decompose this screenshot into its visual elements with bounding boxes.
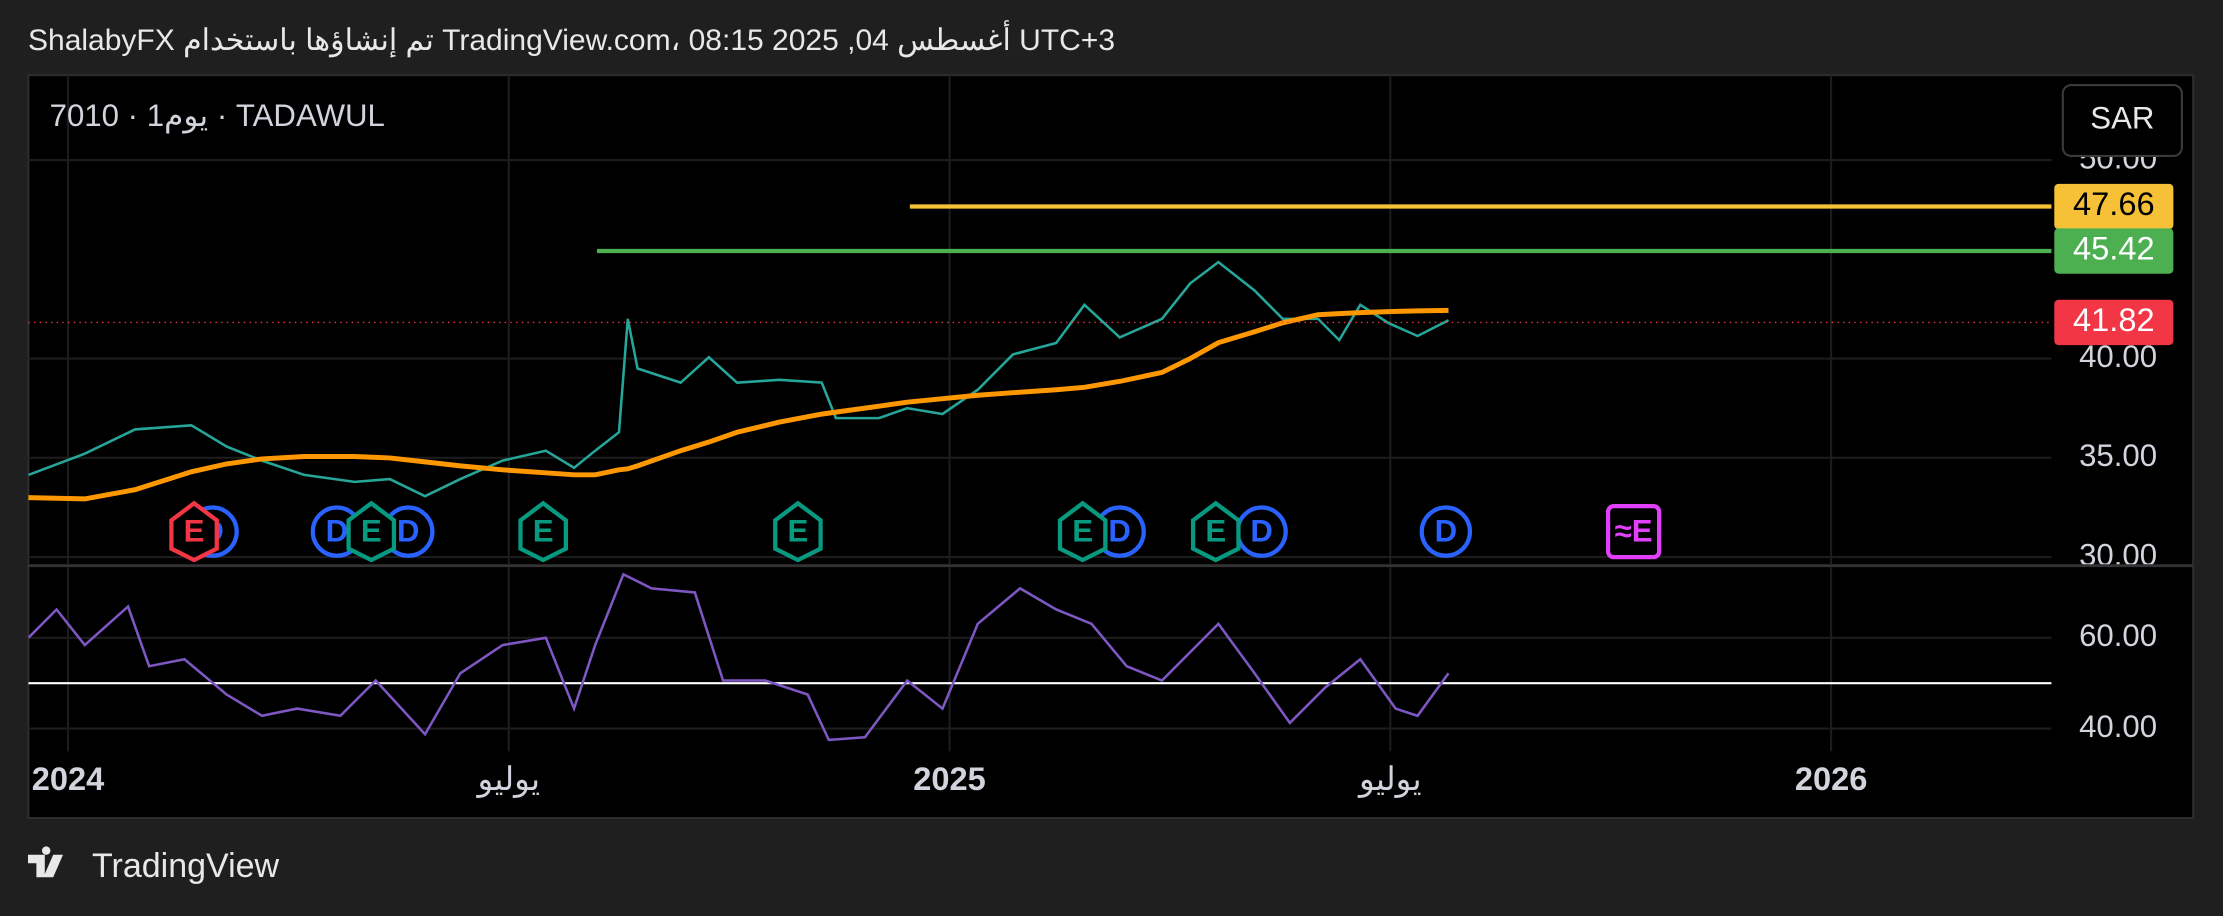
y-tick-label: 35.00: [2079, 438, 2157, 473]
x-tick-label: 2024: [32, 760, 105, 797]
series-line: [28, 307, 1449, 502]
earnings-marker: [773, 500, 823, 563]
earnings-marker: [1057, 500, 1108, 563]
header: ShalabyFX تم إنشاؤها باستخدام TradingVie…: [28, 20, 1115, 58]
x-tick-label: يوليو: [476, 760, 541, 799]
price-label: 47.66: [2073, 185, 2155, 222]
event-label: D: [1250, 513, 1273, 548]
earnings-marker: [518, 500, 568, 563]
x-tick-label: يوليو: [1357, 760, 1422, 799]
y-tick-label: 60.00: [2079, 618, 2157, 653]
event-label: E: [533, 513, 554, 548]
currency-button[interactable]: SAR: [2090, 101, 2154, 136]
y-tick-label: 40.00: [2079, 709, 2157, 744]
price-label: 41.82: [2073, 301, 2155, 338]
event-label: E: [1205, 513, 1226, 548]
price-label: 45.42: [2073, 230, 2155, 267]
footer-brand: TradingView: [92, 847, 280, 885]
pane: 40.00 60.00: [28, 567, 2157, 752]
event-label: D: [397, 513, 420, 548]
future-earnings-marker: [1605, 504, 1662, 560]
event-label: E: [184, 513, 205, 548]
series-line: [28, 260, 1450, 498]
earnings-marker: [1190, 500, 1241, 563]
price-label-box: [2054, 183, 2174, 230]
event-label: E: [361, 513, 382, 548]
price-label-box: [2054, 228, 2174, 274]
x-tick-label: 2026: [1795, 760, 1868, 797]
event-label: D: [326, 513, 349, 548]
earnings-marker: [346, 500, 397, 563]
event-label: E: [1072, 513, 1093, 548]
footer-logo: [28, 846, 63, 878]
event-label: D: [1435, 513, 1458, 548]
dividend-marker: [1419, 505, 1473, 558]
event-label: ≈E: [1615, 513, 1653, 548]
x-tick-label: 2025: [913, 760, 986, 797]
event-label: E: [788, 513, 809, 548]
event-label: D: [1108, 513, 1131, 548]
chart-area: 30.0035.0040.0050.0047.6645.4241.82DEDDE…: [28, 75, 2194, 799]
y-tick-label: 30.00: [2079, 537, 2157, 572]
currency-button-box: [2061, 84, 2183, 158]
symbol-legend: 7010 · 1يوم · TADAWUL: [50, 98, 385, 134]
series-line: [28, 572, 1450, 742]
chart-frame: [27, 74, 2195, 820]
price-label-box: [2054, 299, 2174, 346]
earnings-marker: [169, 500, 219, 563]
